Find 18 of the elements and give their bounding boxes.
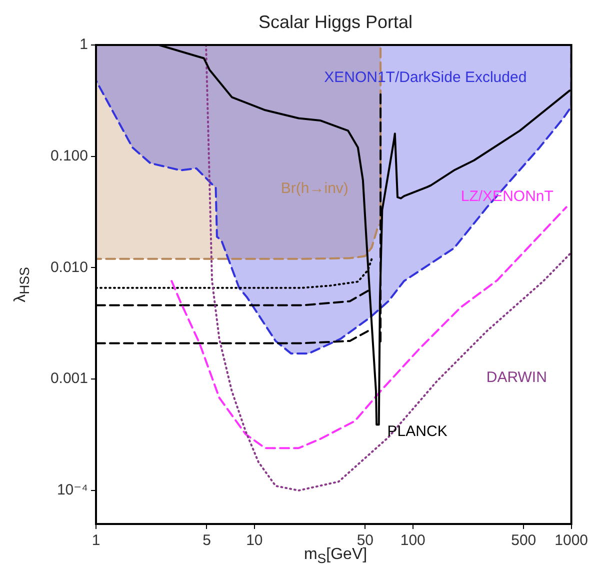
- series-label: DARWIN: [486, 369, 547, 386]
- y-tick-label: 1: [80, 36, 88, 54]
- x-tick-label: 1: [92, 532, 100, 550]
- y-tick-label: 10⁻⁴: [56, 482, 88, 499]
- series-label: XENON1T/DarkSide Excluded: [324, 69, 527, 86]
- series-label: PLANCK: [387, 423, 448, 440]
- series-label: Br(h→inv): [280, 180, 348, 197]
- x-tick-label: 1000: [554, 532, 588, 550]
- x-axis-title: m$_{S}$[GeV]: [304, 546, 368, 566]
- y-tick-label: 0.010: [50, 258, 88, 276]
- x-tick-label: 100: [400, 532, 426, 550]
- chart-title: Scalar Higgs Portal: [257, 12, 414, 33]
- y-tick-label: 0.100: [50, 148, 88, 165]
- x-tick-label: 10: [246, 532, 263, 550]
- series-label: LZ/XENONnT: [460, 188, 554, 205]
- y-tick-label: 0.001: [50, 370, 88, 388]
- x-tick-label: 5: [202, 532, 211, 550]
- x-tick-label: 500: [511, 532, 536, 550]
